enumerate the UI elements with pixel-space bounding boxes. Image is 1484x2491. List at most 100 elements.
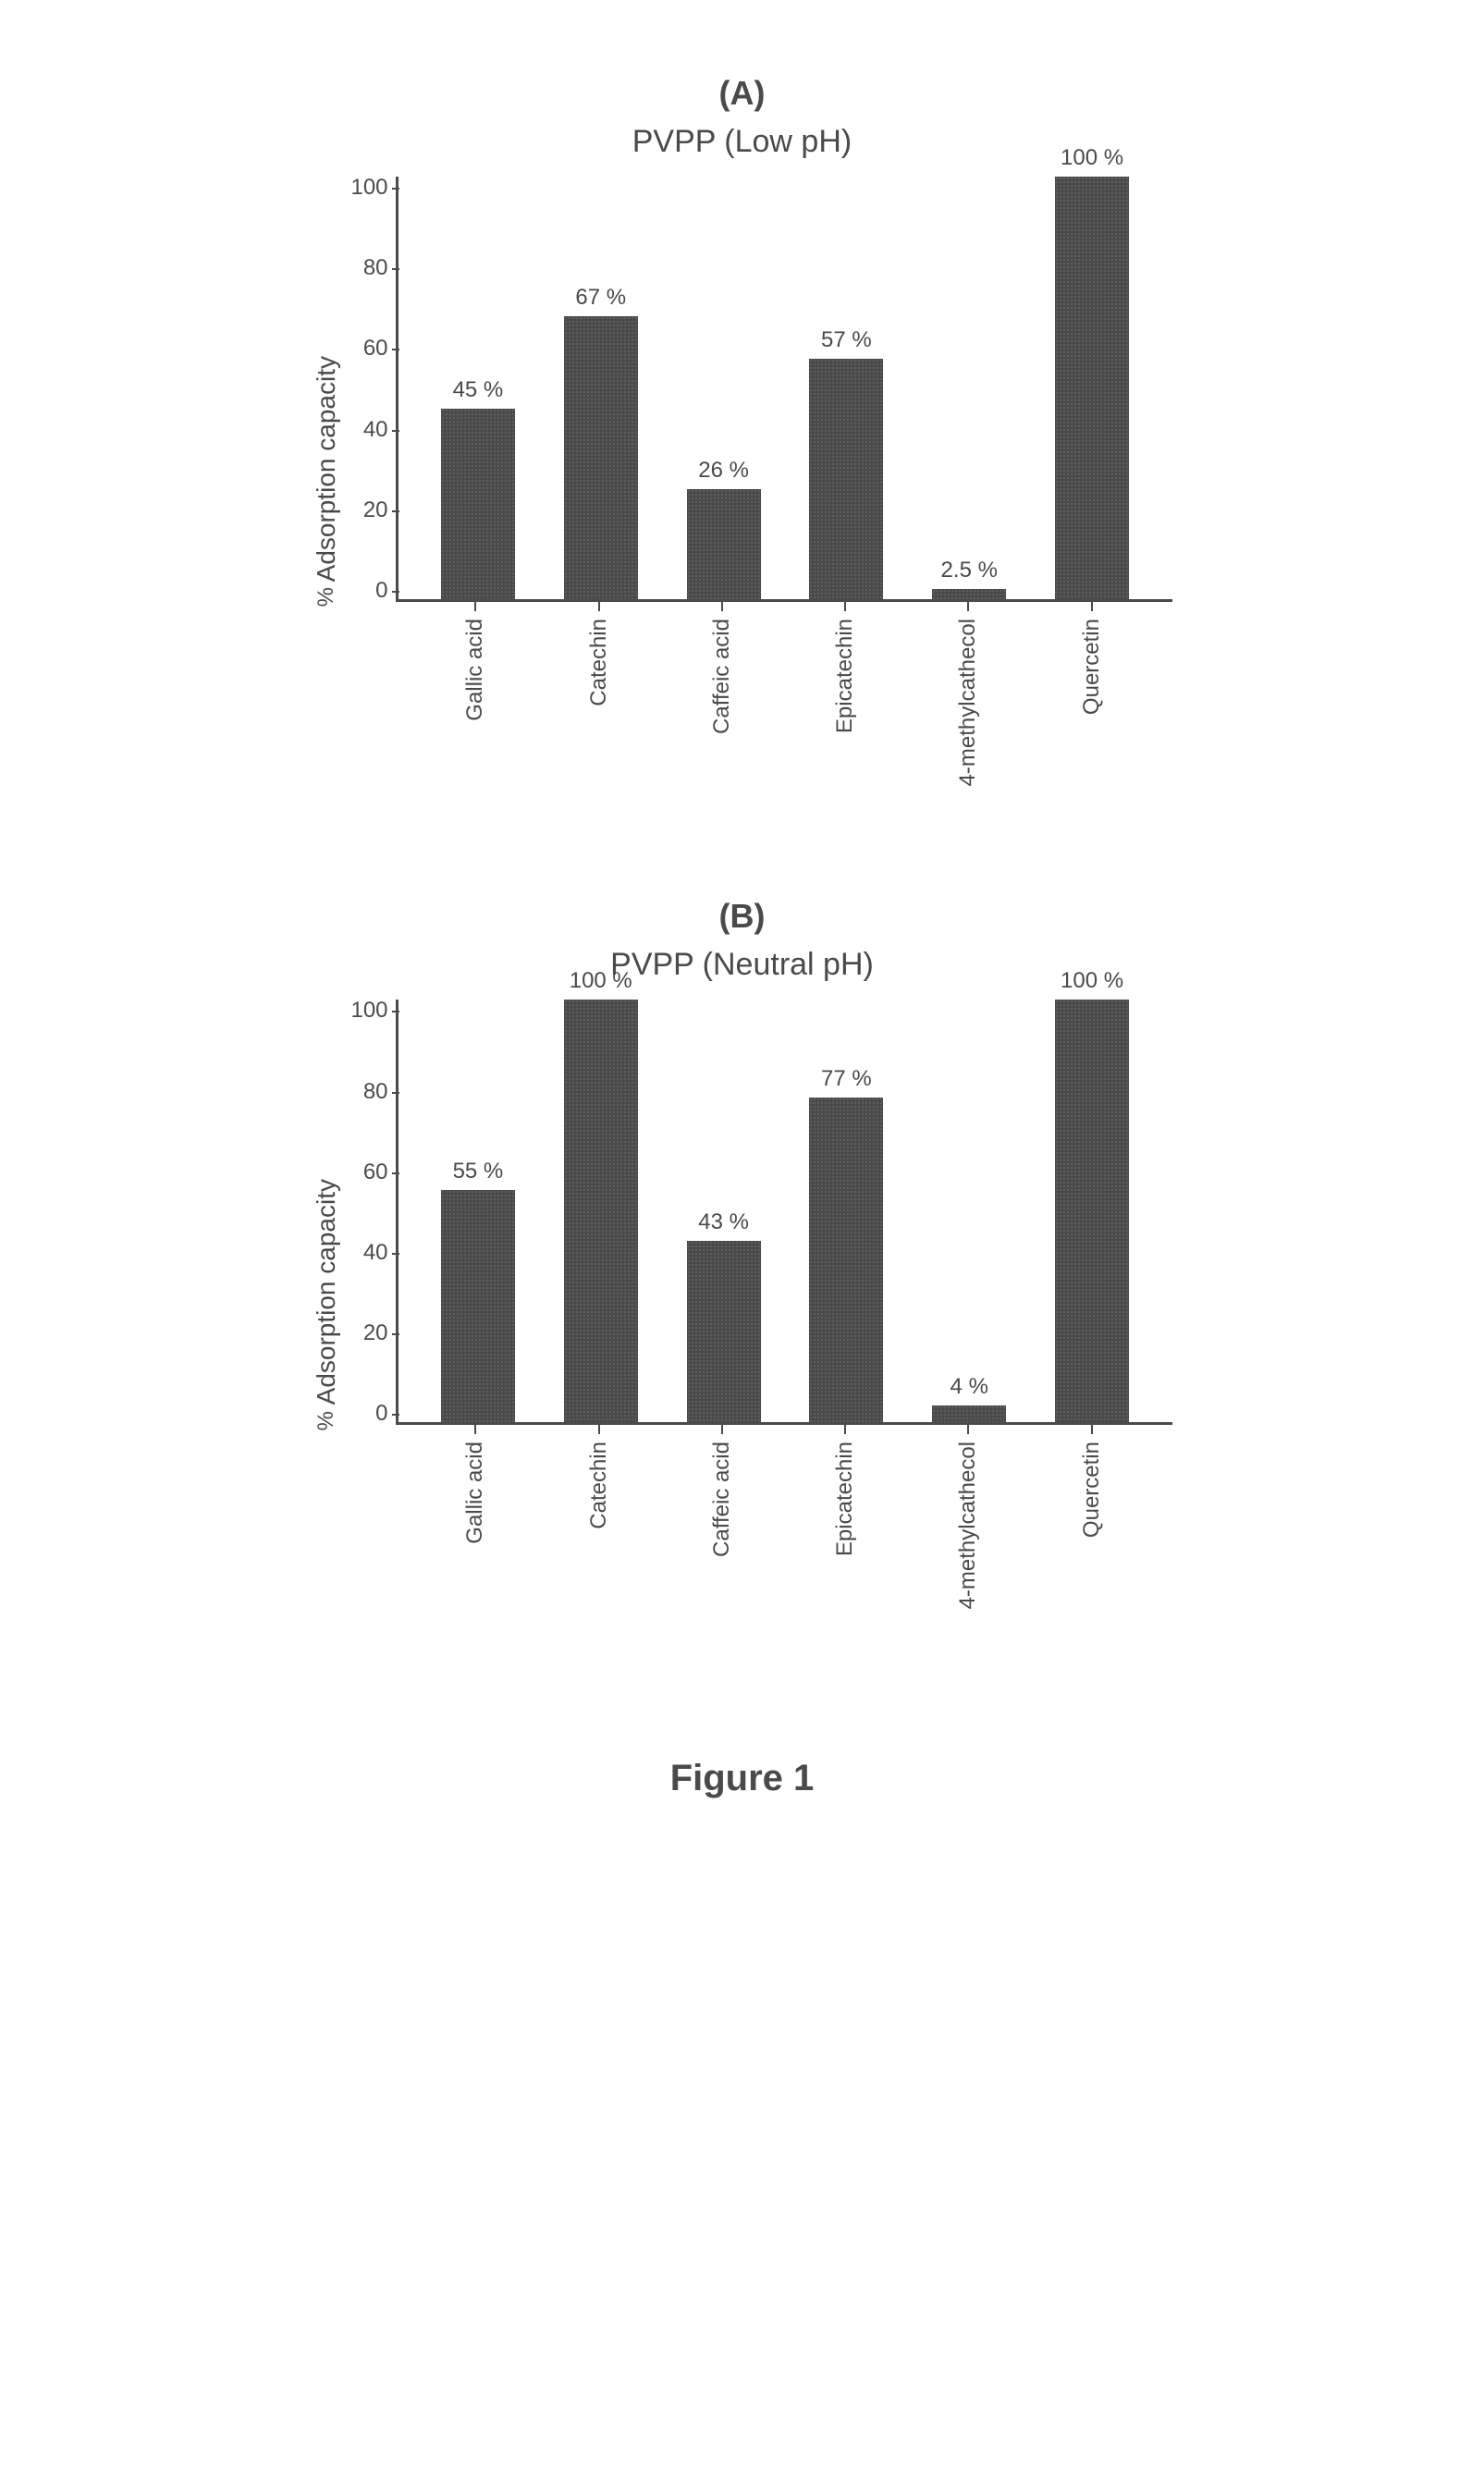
bar-value-label: 100 % [1061,968,1123,994]
ytick: 20 [363,1322,388,1344]
bar-value-label: 43 % [698,1209,749,1235]
bar-value-label: 100 % [570,968,632,994]
yticks-a: 100 80 60 40 20 0 [350,177,387,602]
plot-row-b: 100 80 60 40 20 0 55 %100 %43 %77 %4 %10… [350,1000,1171,1425]
bar-value-label: 4 % [950,1374,988,1400]
chart-outer-a: Adsorption capacity % 100 80 60 40 20 0 … [312,177,1171,786]
bar-column: 26 % [678,458,770,599]
bar-value-label: 26 % [698,458,749,484]
xtick-mark [967,602,969,611]
xtick-mark [967,1425,969,1434]
xtick-label: Catechin [586,1442,612,1529]
xtick-mark [721,1425,723,1434]
bar-value-label: 77 % [821,1066,872,1092]
xtick-label: 4-methylcathecol [955,619,981,786]
bar [1055,177,1129,599]
ytick: 0 [375,580,387,602]
bar-value-label: 67 % [575,285,626,311]
chart-a: (A) PVPP (Low pH) Adsorption capacity % … [312,74,1171,786]
plot-row-a: 100 80 60 40 20 0 45 % 67 % 26 % 57 % 2.5 % 1… [350,177,1171,602]
bar [441,409,515,599]
bar [564,1000,638,1422]
bar-value-label: 57 % [821,327,872,353]
bar-column: 45 % [432,377,524,599]
xtick-mark [721,602,723,611]
bar [687,489,761,599]
xtick: Epicatechin [799,1425,891,1609]
bar [809,1098,883,1423]
xtick-label: Epicatechin [832,1442,858,1556]
ylabel-sub-b: % [313,1411,339,1430]
bar [932,589,1006,599]
xtick-mark [844,1425,846,1434]
figure-container: (A) PVPP (Low pH) Adsorption capacity % … [92,74,1392,1799]
bars-a: 45 %67 %26 %57 %2.5 %100 % [399,177,1172,599]
chart-inner-b: 100 80 60 40 20 0 55 %100 %43 %77 %4 %10… [350,1000,1171,1609]
panel-label-a: (A) [719,74,766,113]
xtick: Quercetin [1046,602,1138,786]
bar-column: 55 % [432,1159,524,1422]
bar-value-label: 45 % [453,377,504,403]
ytick: 60 [363,337,388,360]
ytick: 40 [363,1242,388,1264]
bar-column: 67 % [555,285,647,599]
bar-column: 100 % [1046,968,1138,1422]
xtick-mark [1091,1425,1093,1434]
xtick-label: Caffeic acid [709,1442,735,1557]
chart-title-a: PVPP (Low pH) [632,124,852,160]
bar [1055,1000,1129,1422]
yticks-b: 100 80 60 40 20 0 [350,1000,387,1425]
xtick: Caffeic acid [676,1425,768,1609]
bar-value-label: 55 % [453,1159,504,1184]
xtick-mark [474,602,476,611]
ylabel-wrap-a: Adsorption capacity % [312,269,341,694]
bar-column: 100 % [1046,145,1138,599]
bar [441,1190,515,1422]
ytick: 40 [363,419,388,441]
ytick: 20 [363,499,388,522]
bar-column: 43 % [678,1209,770,1423]
ytick: 60 [363,1161,388,1184]
ytick: 100 [350,1000,387,1022]
ylabel-sub-a: % [313,587,339,607]
xtick: 4-methylcathecol [922,1425,1014,1609]
chart-inner-a: 100 80 60 40 20 0 45 % 67 % 26 % 57 % 2.5 % 1… [350,177,1171,786]
xtick: Catechin [553,602,645,786]
bar [809,359,883,599]
xtick-mark [844,602,846,611]
xtick: 4-methylcathecol [922,602,1014,786]
bar-column: 100 % [555,968,647,1422]
xtick-label: Epicatechin [832,619,858,733]
xtick-mark [598,1425,600,1434]
bar [932,1405,1006,1422]
panel-label-b: (B) [719,897,766,936]
bar-column: 4 % [923,1374,1015,1422]
ytick: 80 [363,257,388,279]
xtick: Caffeic acid [676,602,768,786]
bar-column: 2.5 % [923,558,1015,599]
bar-column: 77 % [800,1066,892,1423]
figure-caption: Figure 1 [670,1758,815,1799]
xtick-label: 4-methylcathecol [955,1442,981,1609]
xtick: Gallic acid [429,1425,521,1609]
xtick-mark [598,602,600,611]
xtick: Quercetin [1046,1425,1138,1609]
xtick-label: Gallic acid [462,619,488,721]
xtick-label: Gallic acid [462,1442,488,1544]
ytick: 0 [375,1403,387,1425]
ylabel-b: Adsorption capacity [312,1179,341,1405]
xtick: Gallic acid [429,602,521,786]
bar [564,316,638,599]
ytick: 100 [350,177,387,199]
xtick-label: Caffeic acid [709,619,735,734]
xtick-label: Quercetin [1079,1442,1105,1538]
xtick-mark [474,1425,476,1434]
plot-area-b: 55 %100 %43 %77 %4 %100 % [396,1000,1172,1425]
xticks-a: Gallic acid Catechin Caffeic acid Epicatech… [396,602,1172,786]
xtick: Epicatechin [799,602,891,786]
xticks-b: Gallic acid Catechin Caffeic acid Epicatech… [396,1425,1172,1609]
xtick: Catechin [553,1425,645,1609]
ylabel-a: Adsorption capacity [312,356,341,582]
xtick-label: Catechin [586,619,612,706]
chart-title-b: PVPP (Neutral pH) [610,947,874,983]
